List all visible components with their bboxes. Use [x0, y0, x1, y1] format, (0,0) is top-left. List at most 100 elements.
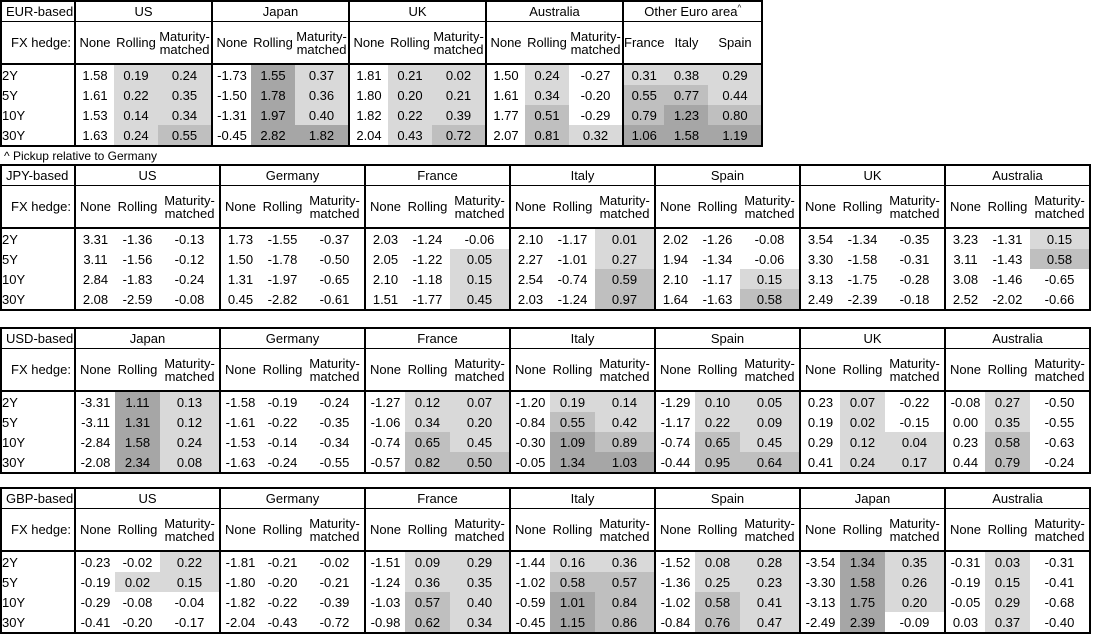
- value-cell: 2.49: [799, 289, 840, 310]
- value-cell: -1.81: [219, 551, 260, 572]
- country-header: UK: [799, 328, 945, 349]
- value-cell: 0.95: [695, 452, 740, 473]
- value-cell: -1.55: [267, 231, 298, 247]
- hedge-column-header: Maturity-matched: [740, 508, 800, 552]
- value-cell: -1.58: [847, 251, 878, 267]
- value-cell: 0.02: [432, 64, 486, 85]
- value-cell: 0.22: [160, 551, 220, 572]
- value-cell: 1.23: [664, 105, 709, 125]
- value-cell: 0.02: [840, 412, 885, 432]
- hedge-column-header: Maturity-matched: [305, 185, 365, 229]
- hedge-column-header: None: [219, 348, 260, 392]
- value-cell: 0.29: [450, 551, 510, 572]
- table-jpy-based: JPY-based US Germany France Italy Spain UK Aust…: [0, 164, 1091, 311]
- value-cell: -0.20: [267, 574, 298, 590]
- hedge-column-header: Maturity-matched: [305, 348, 365, 392]
- value-cell: 0.21: [388, 64, 432, 85]
- value-cell: 0.72: [432, 125, 486, 146]
- value-cell: -0.34: [319, 434, 350, 450]
- hedge-column-header: Rolling: [260, 508, 305, 552]
- value-cell: -3.31: [74, 391, 115, 412]
- value-cell: 0.38: [664, 64, 709, 85]
- value-cell: -0.43: [267, 614, 298, 630]
- maturity-label: 30Y: [2, 291, 26, 307]
- value-cell: -1.58: [219, 391, 260, 412]
- country-header: Australia: [944, 488, 1090, 509]
- hedge-column-header: Maturity-matched: [1030, 185, 1090, 229]
- hedge-column-header: Maturity-matched: [450, 348, 510, 392]
- value-cell: 0.45: [219, 289, 260, 310]
- country-header: Germany: [219, 488, 365, 509]
- value-cell: -1.34: [702, 251, 733, 267]
- value-cell: 1.58: [664, 125, 709, 146]
- hedge-column-header: Rolling: [695, 348, 740, 392]
- value-cell: 1.09: [550, 432, 595, 452]
- value-cell: 0.86: [595, 612, 655, 633]
- value-cell: 0.10: [695, 391, 740, 412]
- eur-based-table-section: EUR-based US Japan UK Australia Other Euro ar…: [0, 0, 1094, 147]
- hedge-column-header: Rolling: [985, 185, 1030, 229]
- value-cell: 3.54: [799, 228, 840, 249]
- hedge-column-header: Maturity-matched: [885, 348, 945, 392]
- value-cell: -1.44: [509, 551, 550, 572]
- maturity-label: 30Y: [2, 127, 26, 143]
- maturity-label: 5Y: [2, 251, 18, 267]
- value-cell: 0.47: [740, 612, 800, 633]
- value-cell: -0.66: [1044, 291, 1075, 307]
- value-cell: -0.08: [122, 594, 153, 610]
- hedge-column-header: Rolling: [115, 348, 160, 392]
- value-cell: -1.56: [122, 251, 153, 267]
- value-cell: -1.82: [219, 592, 260, 612]
- hedge-column-header: None: [219, 508, 260, 552]
- value-cell: 0.07: [450, 391, 510, 412]
- maturity-label: 10Y: [2, 434, 26, 450]
- value-cell: 0.29: [985, 592, 1030, 612]
- value-cell: -0.21: [267, 554, 298, 570]
- base-currency-label: JPY-based: [1, 165, 75, 186]
- value-cell: 0.36: [295, 85, 349, 105]
- value-cell: 1.03: [595, 452, 655, 473]
- value-cell: 1.19: [708, 125, 763, 146]
- value-cell: -0.63: [1044, 434, 1075, 450]
- value-cell: 0.13: [160, 391, 220, 412]
- value-cell: -0.13: [174, 231, 205, 247]
- value-cell: 0.36: [595, 551, 655, 572]
- value-cell: 0.37: [295, 64, 349, 85]
- value-cell: -0.65: [1044, 271, 1075, 287]
- maturity-label: 30Y: [2, 454, 26, 470]
- value-cell: 2.02: [654, 228, 695, 249]
- value-cell: 1.58: [840, 572, 885, 592]
- hedge-column-header: Rolling: [695, 185, 740, 229]
- maturity-label: 30Y: [2, 614, 26, 630]
- hedge-column-header: France: [621, 21, 665, 65]
- value-cell: -1.03: [364, 592, 405, 612]
- gbp-based-table-section: GBP-based US Germany France Italy Spain Japan A…: [0, 487, 1094, 634]
- country-header: UK: [799, 165, 945, 186]
- value-cell: 0.65: [405, 432, 450, 452]
- value-cell: -0.45: [509, 612, 550, 633]
- value-cell: -0.24: [267, 454, 298, 470]
- value-cell: -0.68: [1044, 594, 1075, 610]
- value-cell: 0.58: [550, 572, 595, 592]
- value-cell: 1.15: [550, 612, 595, 633]
- footnote: ^ Pickup relative to Germany: [4, 148, 158, 163]
- value-cell: -1.83: [122, 271, 153, 287]
- value-cell: 0.24: [840, 452, 885, 473]
- value-cell: 0.45: [450, 432, 510, 452]
- country-header: France: [364, 165, 510, 186]
- value-cell: 0.19: [550, 391, 595, 412]
- maturity-label: 2Y: [2, 554, 18, 570]
- hedge-column-header: Maturity-matched: [740, 185, 800, 229]
- value-cell: 0.08: [160, 452, 220, 473]
- hedge-column-header: Rolling: [985, 348, 1030, 392]
- hedge-column-header: Rolling: [115, 185, 160, 229]
- value-cell: -0.06: [754, 251, 785, 267]
- value-cell: 0.26: [885, 572, 945, 592]
- hedge-column-header: None: [364, 348, 405, 392]
- value-cell: -2.08: [74, 452, 115, 473]
- value-cell: 0.14: [595, 391, 655, 412]
- value-cell: 1.11: [115, 391, 160, 412]
- value-cell: 0.08: [695, 551, 740, 572]
- value-cell: 1.51: [364, 289, 405, 310]
- value-cell: 0.19: [114, 64, 158, 85]
